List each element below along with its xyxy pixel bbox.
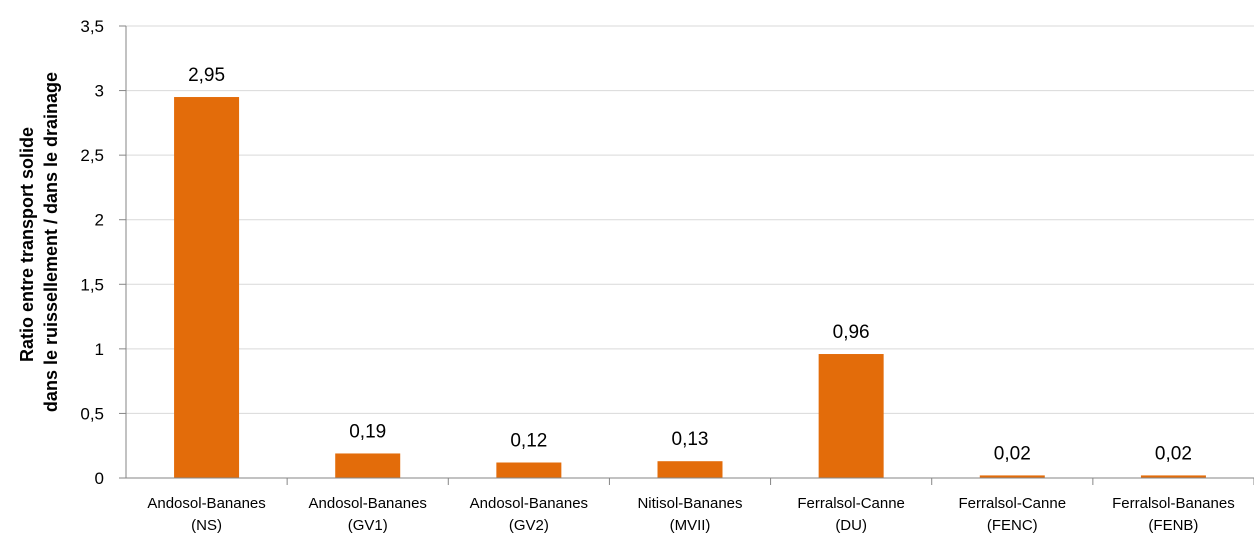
data-label: 0,13 [672,429,709,450]
bar [818,354,884,478]
y-axis-label-line-2: dans le ruissellement / dans le drainage [41,72,61,412]
data-label: 0,12 [510,431,547,452]
bar [657,461,723,478]
y-tick-label: 2 [95,211,104,230]
y-axis-label: Ratio entre transport solide dans le rui… [17,72,61,412]
data-label: 0,96 [833,322,870,343]
x-category-label-line: (MVII) [670,517,711,534]
x-category-label-line: Andosol-Bananes [470,495,588,512]
x-category-label: Ferralsol-Canne (DU) [797,495,905,534]
x-category-label: Ferralsol-Bananes (FENB) [1112,495,1235,534]
grid-lines [126,25,1254,414]
x-category-label-line: Ferralsol-Canne [797,495,905,512]
x-category-label-line: (FENB) [1148,517,1198,534]
y-tick-label: 1 [95,340,104,359]
x-category-label-line: Andosol-Bananes [147,495,265,512]
bar [1140,475,1206,478]
y-tick-label: 1,5 [80,275,104,294]
bar [335,453,401,478]
x-category-label-line: (NS) [191,517,222,534]
x-category-labels: Andosol-Bananes (NS)Andosol-Bananes (GV1)A… [147,495,1234,534]
x-category-label-line: (GV2) [509,517,549,534]
y-axis-label-line-1: Ratio entre transport solide [17,127,37,362]
y-tick-label: 2,5 [80,146,104,165]
x-category-label-line: Nitisol-Bananes [637,495,742,512]
y-tick-labels: 0 0,5 1 1,5 2 2,5 3 3,5 [80,17,104,488]
x-category-label: Andosol-Bananes (NS) [147,495,265,534]
x-category-label-line: (DU) [835,517,867,534]
data-label: 0,19 [349,421,386,442]
x-category-label: Ferralsol-Canne (FENC) [959,495,1067,534]
x-category-label-line: (GV1) [348,517,388,534]
x-category-label: Andosol-Bananes (GV2) [470,495,588,534]
x-category-label-line: Ferralsol-Bananes [1112,495,1235,512]
y-tick-label: 3 [95,82,104,101]
bar [174,97,240,479]
y-tick-label: 0,5 [80,404,104,423]
x-category-label: Nitisol-Bananes (MVII) [637,495,742,534]
data-label: 0,02 [994,443,1031,464]
x-category-label-line: (FENC) [987,517,1038,534]
x-category-label-line: Ferralsol-Canne [959,495,1067,512]
x-category-label: Andosol-Bananes (GV1) [309,495,427,534]
y-tick-label: 3,5 [80,17,104,36]
bars [174,97,1206,479]
bar [979,475,1045,478]
data-label: 2,95 [188,65,225,86]
data-label: 0,02 [1155,443,1192,464]
bar [496,462,562,478]
axes [119,25,1254,485]
x-category-label-line: Andosol-Bananes [309,495,427,512]
data-labels: 2,95 0,19 0,12 0,13 0,96 0,02 0,02 [188,65,1192,464]
y-tick-label: 0 [95,469,104,488]
